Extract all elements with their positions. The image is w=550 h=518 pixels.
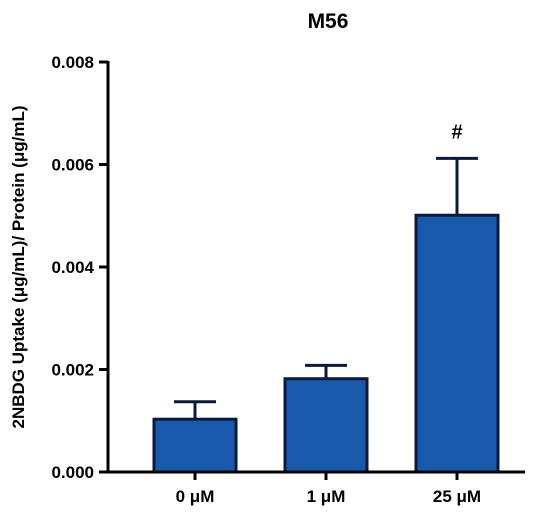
y-ticks-layer: 0.000 0.002 0.004 0.006 0.008 <box>51 53 108 482</box>
x-tick-label-1: 0 μM <box>176 487 215 506</box>
x-tick-label-2: 1 μM <box>307 487 346 506</box>
y-tick-label-4: 0.006 <box>51 156 94 175</box>
annotations-layer: # <box>451 121 462 143</box>
bar-2 <box>283 377 369 474</box>
bar-3 <box>414 213 500 474</box>
y-tick-label-1: 0.000 <box>51 463 94 482</box>
y-tick-label-2: 0.002 <box>51 361 94 380</box>
significance-marker-3: # <box>451 121 462 143</box>
chart-title: M56 <box>308 10 349 33</box>
bar-1 <box>152 417 238 474</box>
y-tick-label-5: 0.008 <box>51 53 94 72</box>
x-tick-label-3: 25 μM <box>433 487 481 506</box>
error-bars-layer <box>174 156 478 420</box>
x-ticks-layer: 0 μM 1 μM 25 μM <box>176 472 481 506</box>
bars-layer <box>152 213 500 474</box>
y-axis-title: 2NBDG Uptake (μg/mL)/ Protein (μg/mL) <box>9 105 28 428</box>
y-tick-label-3: 0.004 <box>51 258 94 277</box>
